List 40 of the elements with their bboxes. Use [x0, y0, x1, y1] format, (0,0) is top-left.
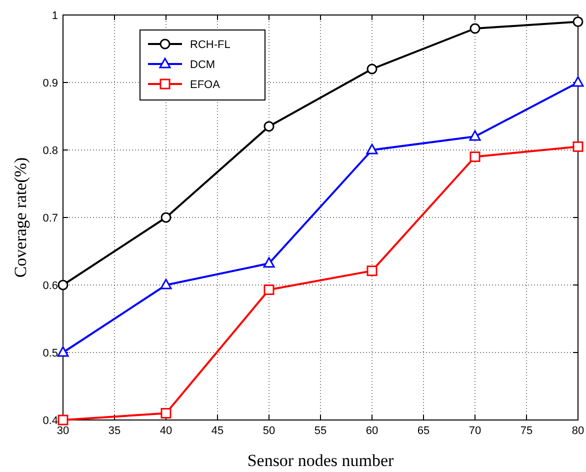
point: [263, 257, 275, 268]
point: [366, 64, 378, 74]
y-tick-label: 0.9: [42, 78, 58, 90]
y-axis-title: Coverage rate(%): [11, 157, 30, 278]
x-tick-label: 60: [366, 425, 378, 437]
point: [160, 278, 172, 290]
x-tick-label: 70: [468, 425, 482, 437]
point: [264, 121, 274, 132]
y-tick-label: 0.6: [42, 280, 58, 292]
x-tick-label: 30: [56, 425, 70, 437]
x-tick-label: 65: [417, 425, 430, 437]
point: [160, 212, 172, 223]
point: [572, 16, 584, 27]
y-tick-label: 0.7: [42, 212, 58, 224]
point: [264, 284, 274, 295]
x-tick-label: 45: [211, 425, 224, 437]
y-tick-label: 0.5: [42, 348, 58, 360]
point: [366, 144, 378, 154]
x-tick-label: 75: [520, 425, 533, 437]
point: [572, 141, 584, 152]
point: [572, 76, 584, 87]
point: [366, 266, 378, 276]
legend-label: EFOA: [190, 79, 221, 91]
point: [470, 23, 480, 34]
point: [470, 152, 480, 162]
x-tick-label: 50: [262, 425, 276, 437]
x-tick-label: 55: [314, 425, 327, 437]
point: [469, 130, 481, 141]
x-tick-label: 40: [160, 425, 172, 437]
y-tick-label: 1: [52, 10, 58, 22]
x-tick-label: 80: [572, 425, 584, 437]
legend-label: DCM: [190, 59, 216, 71]
y-tick-label: 0.4: [42, 415, 58, 427]
point: [58, 280, 68, 290]
x-tick-label: 35: [108, 425, 121, 437]
point: [160, 408, 172, 418]
point: [58, 414, 68, 426]
legend-label: RCH-FL: [190, 39, 230, 51]
x-axis-title: Sensor nodes number: [247, 451, 394, 470]
y-tick-label: 0.8: [42, 145, 58, 157]
